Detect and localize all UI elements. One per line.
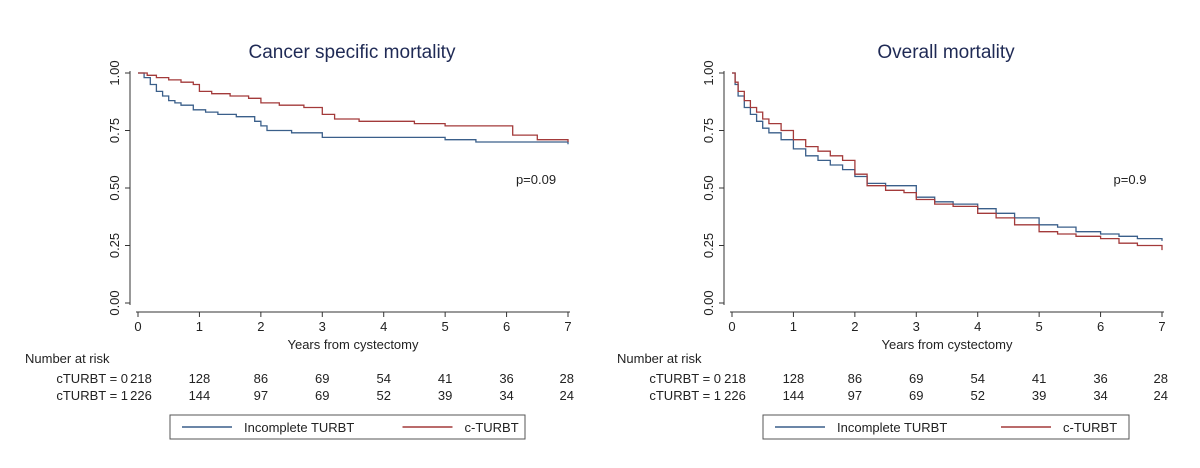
legend: Incomplete TURBT c-TURBT [762,414,1130,440]
risk-count: 28 [1154,371,1168,386]
risk-count: 69 [315,371,329,386]
x-tick-label: 7 [1158,319,1165,334]
km-curve-incomplete-turbt [732,72,1163,241]
risk-count: 218 [130,371,152,386]
risk-count: 86 [254,371,268,386]
risk-count: 41 [438,371,452,386]
x-tick-label: 6 [503,319,510,334]
risk-count: 69 [909,371,923,386]
legend: Incomplete TURBT c-TURBT [169,414,526,440]
risk-count: 28 [560,371,574,386]
x-tick-label: 1 [790,319,797,334]
risk-count: 128 [783,371,805,386]
x-axis-label: Years from cystectomy [287,337,419,352]
x-tick-label: 0 [134,319,141,334]
risk-count: 54 [376,371,390,386]
risk-count: 36 [499,371,513,386]
x-tick-label: 3 [319,319,326,334]
risk-count: 34 [1093,388,1107,403]
risk-count: 52 [970,388,984,403]
legend-label: Incomplete TURBT [837,420,947,435]
risk-count: 36 [1093,371,1107,386]
x-tick-label: 0 [728,319,735,334]
risk-count: 41 [1032,371,1046,386]
risk-count: 69 [315,388,329,403]
y-tick-label: 0.75 [701,118,716,143]
risk-table-heading: Number at risk [617,351,702,366]
x-tick-label: 3 [913,319,920,334]
y-tick-label: 1.00 [107,60,122,85]
chart-panel-1: Cancer specific mortality 0.00 0.25 0.50 0.7… [25,42,574,440]
risk-count: 34 [499,388,513,403]
risk-count: 144 [189,388,211,403]
y-tick-label: 1.00 [701,60,716,85]
risk-count: 39 [1032,388,1046,403]
km-curve-c-turbt [138,72,569,142]
x-tick-label: 7 [564,319,571,334]
risk-count: 128 [189,371,211,386]
risk-count: 144 [783,388,805,403]
risk-count: 226 [130,388,152,403]
risk-count: 39 [438,388,452,403]
risk-count: 97 [254,388,268,403]
y-tick-label: 0.25 [701,233,716,258]
y-tick-label: 0.25 [107,233,122,258]
y-tick-label: 0.00 [701,290,716,315]
y-tick-label: 0.50 [107,175,122,200]
y-tick-label: 0.75 [107,118,122,143]
y-tick-label: 0.00 [107,290,122,315]
x-tick-label: 4 [974,319,981,334]
risk-count: 24 [560,388,574,403]
p-value-annotation: p=0.09 [516,172,556,187]
risk-count: 69 [909,388,923,403]
km-curve-incomplete-turbt [138,72,569,145]
x-tick-label: 2 [257,319,264,334]
risk-count: 24 [1154,388,1168,403]
risk-row-label: cTURBT = 1 [649,388,721,403]
x-tick-label: 4 [380,319,387,334]
chart-title: Cancer specific mortality [249,42,456,63]
risk-count: 54 [970,371,984,386]
risk-count: 97 [848,388,862,403]
risk-count: 218 [724,371,746,386]
risk-table-heading: Number at risk [25,351,110,366]
risk-count: 226 [724,388,746,403]
x-tick-label: 5 [442,319,449,334]
y-tick-label: 0.50 [701,175,716,200]
risk-row-label: cTURBT = 0 [56,371,128,386]
p-value-annotation: p=0.9 [1114,172,1147,187]
x-axis-label: Years from cystectomy [881,337,1013,352]
legend-label: c-TURBT [1063,420,1117,435]
risk-count: 86 [848,371,862,386]
chart-title: Overall mortality [877,42,1015,63]
x-tick-label: 6 [1097,319,1104,334]
legend-label: Incomplete TURBT [244,420,354,435]
risk-row-label: cTURBT = 1 [56,388,128,403]
legend-label: c-TURBT [465,420,519,435]
risk-row-label: cTURBT = 0 [649,371,721,386]
risk-count: 52 [376,388,390,403]
km-curve-c-turbt [732,72,1163,251]
x-tick-label: 1 [196,319,203,334]
x-tick-label: 2 [851,319,858,334]
x-tick-label: 5 [1036,319,1043,334]
